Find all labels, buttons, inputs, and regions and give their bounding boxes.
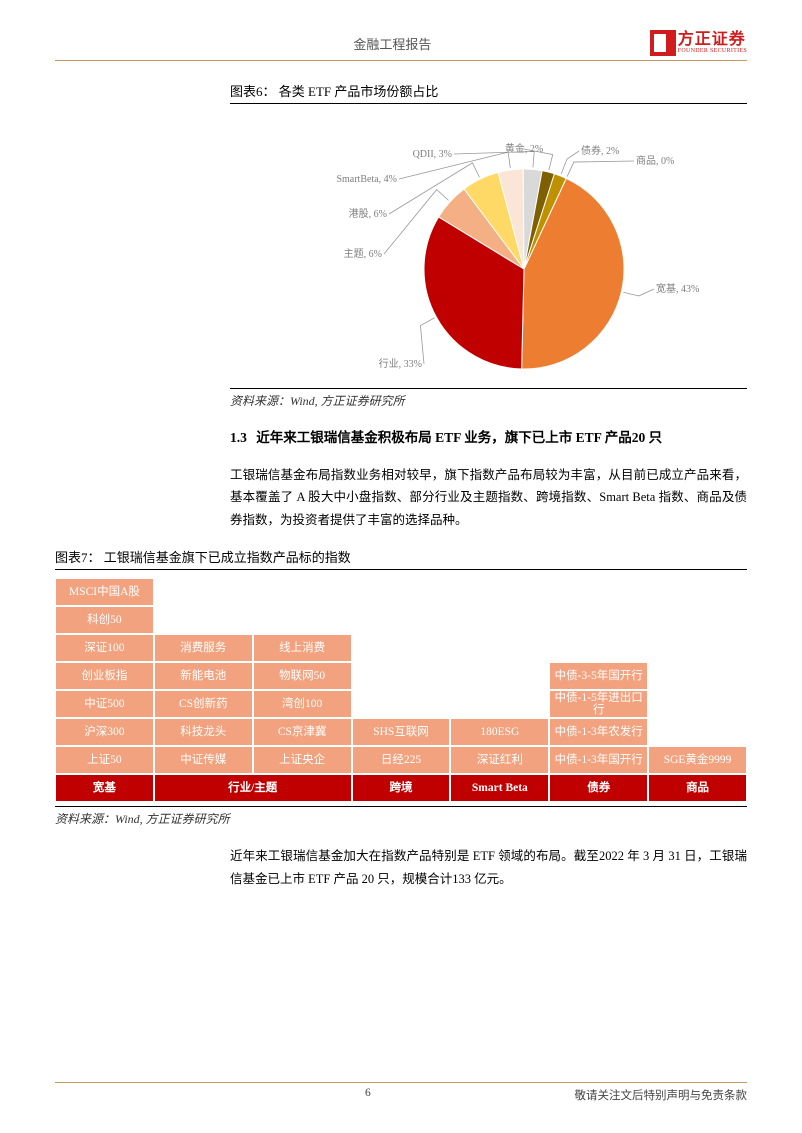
footer-rule [55, 1082, 747, 1083]
logo: 方正证券 FOUNDER SECURITIES [650, 30, 747, 56]
table-cell [352, 690, 451, 718]
table-cell: 180ESG [450, 718, 549, 746]
table7-source: 资料来源：Wind, 方正证券研究所 [55, 806, 747, 827]
table-cell: 科创50 [55, 606, 154, 634]
pie-leader [420, 318, 434, 364]
heading-num: 1.3 [230, 430, 247, 445]
pie-label: 债券, 2% [581, 144, 619, 157]
table-cell: 中债-1-3年国开行 [549, 746, 648, 774]
pie-label: 行业, 33% [378, 357, 421, 370]
table-cell: MSCI中国A股 [55, 578, 154, 606]
header-title: 金融工程报告 [135, 34, 650, 53]
table-cell: 中债-1-3年农发行 [549, 718, 648, 746]
table-cell [549, 578, 648, 606]
table-header-cell: Smart Beta [450, 774, 549, 802]
table-cell [450, 634, 549, 662]
table-cell: 创业板指 [55, 662, 154, 690]
page-header: 金融工程报告 方正证券 FOUNDER SECURITIES [55, 30, 747, 56]
pie-leader [567, 161, 634, 177]
table-cell: 深证100 [55, 634, 154, 662]
table-cell: CS创新药 [154, 690, 253, 718]
table-cell: 上证央企 [253, 746, 352, 774]
page-number: 6 [365, 1087, 371, 1103]
table-cell [154, 606, 253, 634]
table-cell: 日经225 [352, 746, 451, 774]
table-header-cell: 债券 [549, 774, 648, 802]
section-1-3-body: 工银瑞信基金布局指数业务相对较早，旗下指数产品布局较为丰富，从目前已成立产品来看… [230, 464, 747, 532]
pie-label: 主题, 6% [343, 248, 381, 260]
table-cell: 物联网50 [253, 662, 352, 690]
table-cell [253, 578, 352, 606]
pie-label: 商品, 0% [636, 154, 674, 167]
section-1-3-heading: 1.3 近年来工银瑞信基金积极布局 ETF 业务，旗下已上市 ETF 产品20 … [230, 427, 747, 450]
table-header-cell: 宽基 [55, 774, 154, 802]
table-cell [648, 578, 747, 606]
pie-label: 宽基, 43% [656, 282, 699, 295]
table-cell: CS京津冀 [253, 718, 352, 746]
heading-text: 近年来工银瑞信基金积极布局 ETF 业务，旗下已上市 ETF 产品20 只 [256, 430, 662, 445]
table7-body-after: 近年来工银瑞信基金加大在指数产品特别是 ETF 领域的布局。截至2022 年 3… [230, 845, 747, 890]
table-header-cell: 行业/主题 [154, 774, 352, 802]
table7-title: 图表7： 工银瑞信基金旗下已成立指数产品标的指数 [55, 547, 747, 570]
table-cell: 沪深300 [55, 718, 154, 746]
table-cell [648, 662, 747, 690]
table-cell [648, 718, 747, 746]
table-cell [648, 634, 747, 662]
logo-en: FOUNDER SECURITIES [678, 48, 747, 54]
logo-icon [650, 30, 676, 56]
table-cell [352, 634, 451, 662]
table-cell: 线上消费 [253, 634, 352, 662]
page-footer: 6 敬请关注文后特别声明与免责条款 [55, 1082, 747, 1103]
table-cell: 中证传媒 [154, 746, 253, 774]
table-cell [450, 606, 549, 634]
table-cell [648, 690, 747, 718]
pie-label: SmartBeta, 4% [336, 174, 397, 185]
header-rule [55, 60, 747, 61]
pie-label: QDII, 3% [412, 149, 451, 160]
chart6-title: 图表6： 各类 ETF 产品市场份额占比 [230, 81, 747, 104]
table-cell [648, 606, 747, 634]
table-header-cell: 商品 [648, 774, 747, 802]
table-cell: 深证红利 [450, 746, 549, 774]
pie-label: 港股, 6% [348, 208, 386, 220]
table-cell [253, 606, 352, 634]
table-cell [154, 578, 253, 606]
table-cell [549, 606, 648, 634]
table-cell: 上证50 [55, 746, 154, 774]
table-cell: 中债-1-5年进出口行 [549, 690, 648, 718]
table-cell: 湾创100 [253, 690, 352, 718]
table-cell: 消费服务 [154, 634, 253, 662]
pie-leader [623, 289, 654, 296]
pie-label: 黄金, 2% [504, 142, 542, 155]
table-cell [450, 662, 549, 690]
table-cell [450, 578, 549, 606]
logo-cn: 方正证券 [678, 32, 747, 48]
table7-grid: MSCI中国A股科创50深证100消费服务线上消费创业板指新能电池物联网50 中债… [55, 578, 747, 802]
table-cell [549, 634, 648, 662]
table-cell [352, 578, 451, 606]
table-cell [450, 690, 549, 718]
footer-disclaimer: 敬请关注文后特别声明与免责条款 [575, 1087, 748, 1103]
table-header-cell: 跨境 [352, 774, 451, 802]
table-cell: 科技龙头 [154, 718, 253, 746]
table-cell: 中证500 [55, 690, 154, 718]
pie-chart: 宽基, 43% 行业, 33% 主题, 6% 港股, 6% SmartBeta, 4% Q… [230, 114, 747, 384]
table-cell [352, 662, 451, 690]
table-cell: SHS互联网 [352, 718, 451, 746]
table-cell: 中债-3-5年国开行 [549, 662, 648, 690]
table-cell: 新能电池 [154, 662, 253, 690]
table-cell: SGE黄金9999 [648, 746, 747, 774]
chart6-source: 资料来源：Wind, 方正证券研究所 [230, 388, 747, 409]
table-cell [352, 606, 451, 634]
